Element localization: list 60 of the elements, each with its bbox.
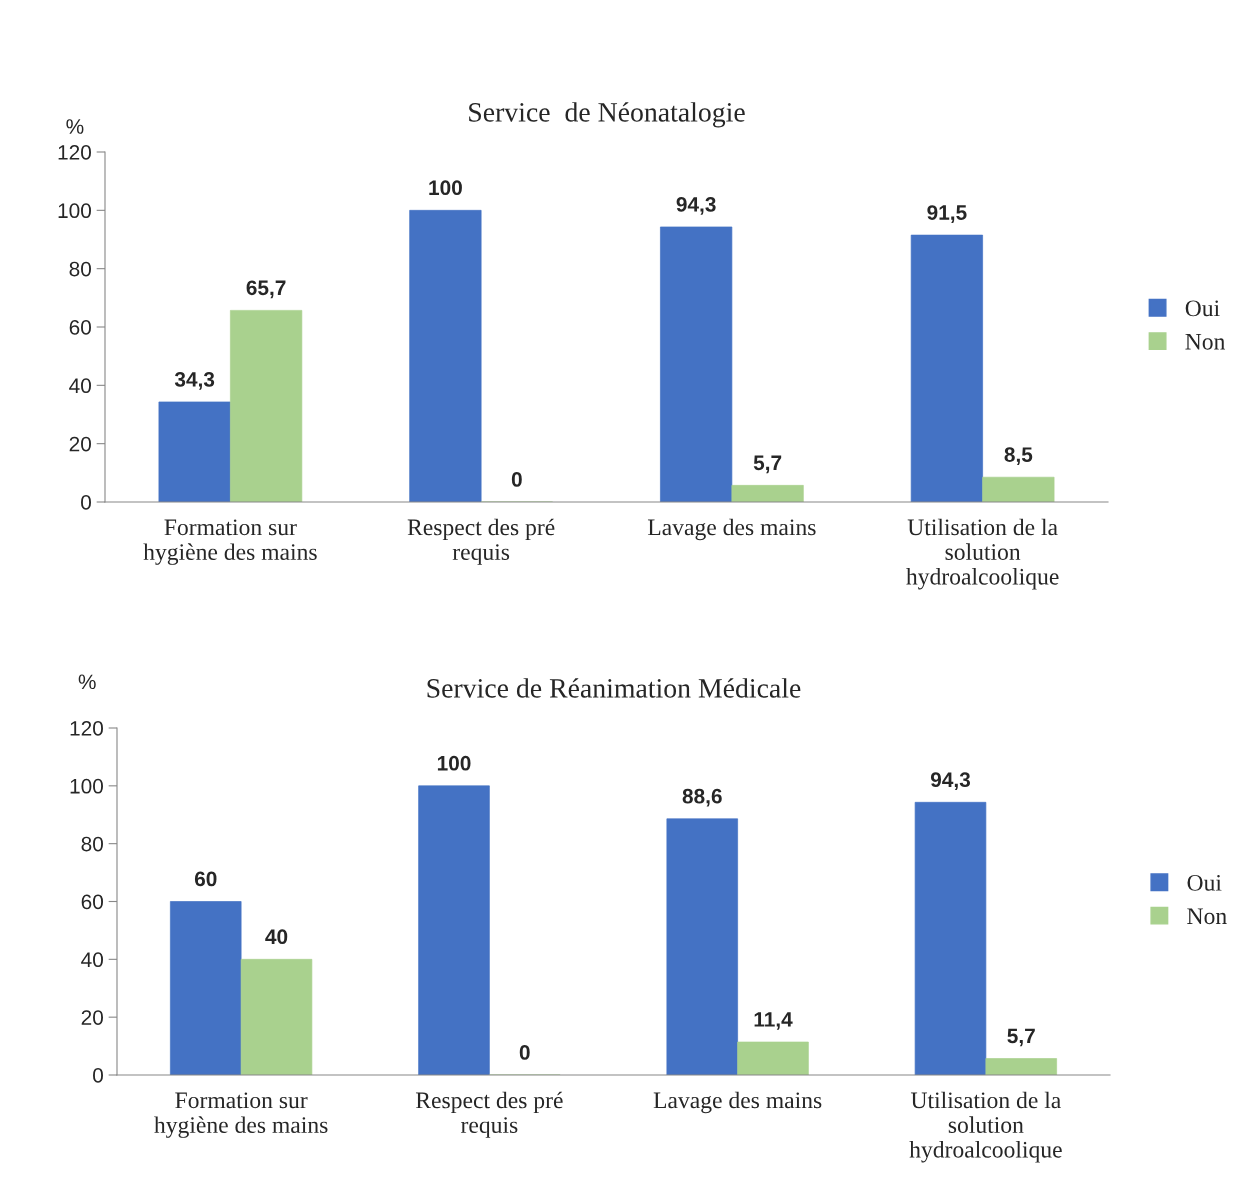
y-axis-title: % (66, 119, 84, 134)
bar (985, 1058, 1057, 1075)
data-label: 0 (519, 1045, 530, 1060)
y-tick-label: 80 (69, 261, 91, 277)
y-tick-label: 40 (81, 952, 103, 968)
data-label: 8,5 (1004, 447, 1033, 465)
bar (409, 209, 482, 502)
bar (230, 310, 303, 502)
x-tick-label: Utilisation de la solution hydroalcoolique (909, 1091, 1062, 1163)
y-tick-label: 60 (69, 320, 91, 335)
data-label: 100 (437, 755, 471, 771)
data-label: 60 (194, 871, 217, 887)
data-label: 11,4 (754, 1012, 793, 1030)
legend-label: Oui (1185, 300, 1220, 317)
bar (731, 485, 804, 502)
bar (158, 401, 231, 502)
data-label: 40 (265, 929, 288, 945)
bar (660, 226, 733, 502)
data-label: 94,3 (930, 772, 971, 791)
x-tick-label: Formation sur hygiène des mains (143, 519, 317, 565)
y-tick-label: 20 (81, 1010, 103, 1025)
data-label: 65,7 (246, 280, 286, 299)
chart-title: Service de Néonatalogie (469, 102, 745, 128)
data-label: 94,3 (676, 196, 716, 215)
data-label: 0 (511, 472, 522, 487)
y-tick-label: 20 (69, 436, 91, 452)
bar (666, 818, 738, 1075)
x-tick-label: Utilisation de la solution hydroalcoolique (906, 518, 1059, 590)
bar (982, 476, 1055, 502)
chart-title: Service de Réanimation Médicale (427, 678, 801, 698)
bar (914, 801, 987, 1075)
y-tick-label: 100 (70, 778, 103, 794)
data-label: 100 (429, 180, 462, 196)
y-tick-label: 120 (70, 721, 103, 736)
legend-label: Non (1187, 908, 1227, 925)
bar (737, 1041, 809, 1075)
legend-label: Oui (1187, 874, 1222, 891)
y-axis-title: % (78, 674, 96, 690)
y-tick-label: 60 (81, 894, 103, 910)
bar (170, 901, 242, 1075)
y-tick-label: 80 (81, 836, 103, 852)
y-tick-label: 0 (93, 1068, 103, 1083)
data-label: 5,7 (753, 455, 782, 474)
y-tick-label: 100 (58, 203, 91, 219)
x-tick-label: Respect des pré requis (407, 518, 555, 565)
bar (910, 234, 983, 502)
data-label: 34,3 (174, 371, 215, 390)
data-label: 91,5 (927, 205, 967, 223)
bar (418, 785, 490, 1075)
bar (240, 958, 313, 1075)
x-tick-label: Lavage des mains (647, 518, 816, 541)
y-tick-label: 40 (69, 378, 91, 394)
x-tick-label: Lavage des mains (653, 1091, 822, 1114)
data-label: 5,7 (1007, 1028, 1035, 1047)
x-tick-label: Formation sur hygiène des mains (154, 1092, 328, 1138)
y-tick-label: 120 (58, 145, 91, 160)
legend-label: Non (1185, 333, 1226, 350)
y-tick-label: 0 (81, 495, 91, 510)
data-label: 88,6 (682, 788, 722, 807)
x-tick-label: Respect des pré requis (415, 1091, 563, 1138)
